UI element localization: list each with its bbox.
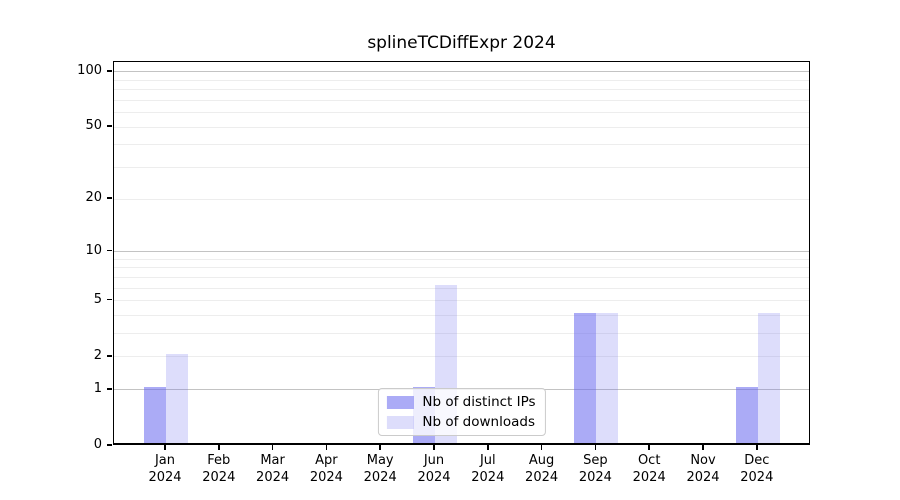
x-label-month: Nov [690, 453, 716, 468]
major-gridline [114, 251, 809, 253]
x-label-year: 2024 [632, 470, 666, 485]
y-tick-label: 0 [93, 437, 102, 452]
bar-downloads [757, 312, 780, 443]
x-label-month: May [366, 453, 394, 468]
plot-layers [114, 62, 809, 443]
minor-gridline [114, 89, 809, 91]
x-tick-mark [487, 445, 489, 450]
y-tick-mark [107, 197, 112, 199]
x-tick-label: Jul 2024 [458, 452, 518, 486]
x-tick-mark [594, 445, 597, 450]
legend: Nb of distinct IPs Nb of downloads [377, 388, 546, 436]
minor-gridline [114, 258, 809, 260]
minor-gridline [114, 356, 809, 358]
legend-item-downloads: Nb of downloads [386, 414, 535, 430]
bar-downloads [166, 353, 188, 443]
bar-downloads [596, 312, 619, 443]
minor-gridline [114, 333, 809, 335]
x-label-month: Dec [744, 453, 770, 468]
legend-swatch [386, 415, 414, 429]
x-tick-mark [325, 445, 328, 450]
minor-gridline [114, 144, 809, 146]
y-tick-mark [107, 355, 112, 357]
y-tick-label: 5 [93, 291, 102, 307]
bar-distinct-ips [574, 312, 597, 443]
x-label-month: Sep [583, 453, 608, 468]
x-label-month: Mar [260, 453, 285, 468]
x-label-year: 2024 [202, 470, 236, 485]
x-tick-label: Mar 2024 [243, 452, 303, 486]
y-tick-mark [107, 70, 112, 72]
x-label-month: Jan [154, 453, 176, 468]
x-tick-label: Dec 2024 [727, 452, 787, 486]
bar-distinct-ips [735, 386, 758, 443]
x-tick-mark [702, 445, 704, 450]
x-tick-label: Jan 2024 [135, 452, 195, 486]
y-tick-label: 2 [93, 347, 102, 363]
x-label-month: Aug [528, 453, 555, 468]
minor-gridline [114, 99, 809, 101]
x-label-year: 2024 [578, 470, 612, 485]
x-label-year: 2024 [417, 470, 451, 485]
x-tick-label: Apr 2024 [296, 452, 356, 486]
y-tick-label: 1 [93, 380, 102, 396]
minor-gridline [114, 300, 809, 302]
x-label-year: 2024 [740, 470, 774, 485]
legend-swatch [386, 395, 414, 409]
x-tick-mark [379, 445, 381, 450]
x-tick-label: May 2024 [350, 452, 410, 486]
minor-gridline [114, 287, 809, 289]
x-label-year: 2024 [309, 470, 343, 485]
minor-gridline [114, 276, 809, 278]
legend-label: Nb of downloads [422, 414, 535, 430]
major-gridline [114, 71, 809, 73]
y-tick-mark [107, 125, 112, 127]
y-tick-mark [107, 388, 112, 390]
x-tick-label: Oct 2024 [619, 452, 679, 486]
y-tick-label: 10 [85, 242, 102, 258]
x-label-month: Feb [207, 453, 231, 468]
x-tick-mark [648, 445, 650, 450]
bar-distinct-ips [144, 386, 166, 443]
x-tick-label: Sep 2024 [565, 452, 625, 486]
y-tick-label: 20 [85, 190, 102, 206]
x-tick-mark [540, 445, 543, 450]
x-label-month: Apr [315, 453, 338, 468]
y-tick-label: 50 [85, 118, 102, 134]
x-tick-mark [218, 445, 220, 450]
legend-item-distinct-ips: Nb of distinct IPs [386, 394, 536, 410]
minor-gridline [114, 315, 809, 316]
x-label-year: 2024 [686, 470, 720, 485]
x-label-year: 2024 [471, 470, 505, 485]
chart-title: splineTCDiffExpr 2024 [367, 33, 556, 53]
x-tick-mark [271, 445, 274, 450]
y-tick-mark [107, 298, 112, 301]
x-tick-mark [756, 445, 758, 450]
x-tick-mark [164, 445, 166, 450]
minor-gridline [114, 267, 809, 269]
x-label-month: Jun [423, 453, 445, 468]
x-tick-label: Feb 2024 [189, 452, 249, 486]
x-tick-label: Aug 2024 [512, 452, 572, 486]
plot-area: Nb of distinct IPs Nb of downloads [113, 61, 810, 445]
legend-label: Nb of distinct IPs [422, 394, 536, 410]
minor-gridline [114, 198, 809, 200]
x-label-year: 2024 [256, 470, 290, 485]
y-tick-label: 100 [77, 62, 102, 78]
minor-gridline [114, 79, 809, 81]
minor-gridline [114, 126, 809, 128]
x-label-year: 2024 [525, 470, 559, 485]
x-label-month: Jul [479, 453, 496, 468]
x-tick-mark [433, 445, 435, 450]
y-tick-mark [107, 249, 112, 252]
x-label-year: 2024 [363, 470, 397, 485]
x-label-month: Oct [637, 453, 661, 468]
minor-gridline [114, 112, 809, 114]
minor-gridline [114, 167, 809, 169]
x-tick-label: Nov 2024 [673, 452, 733, 486]
x-label-year: 2024 [148, 470, 182, 485]
x-tick-label: Jun 2024 [404, 452, 464, 486]
y-tick-mark [107, 444, 112, 446]
